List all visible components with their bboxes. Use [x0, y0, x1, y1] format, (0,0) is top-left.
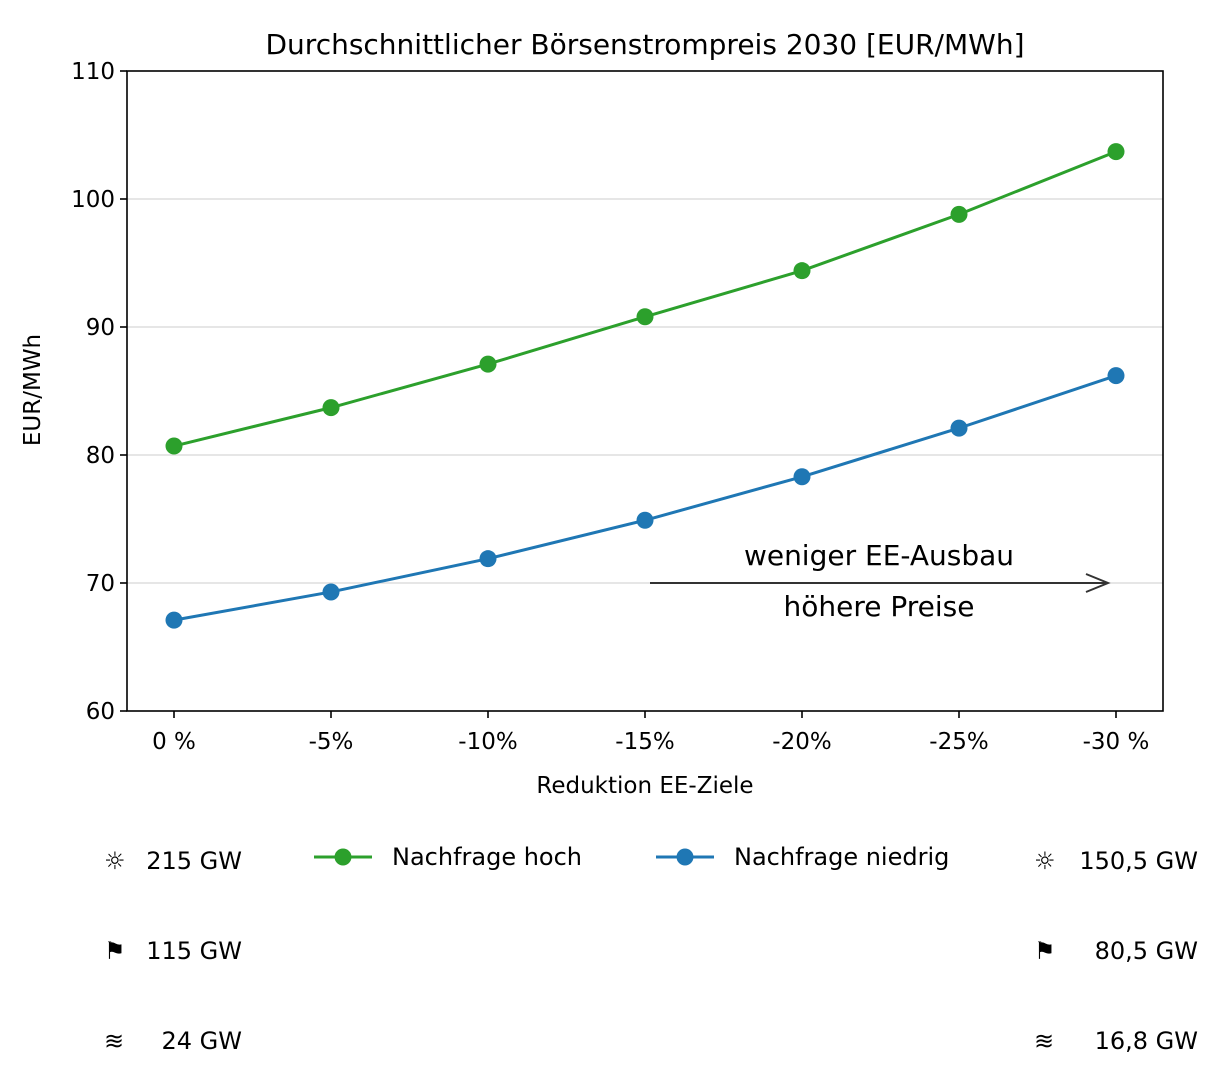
data-point — [165, 437, 183, 455]
annotation: weniger EE-Ausbau höhere Preise — [650, 539, 1111, 623]
data-point — [950, 419, 968, 437]
waves-icon: ≋ — [1034, 1027, 1055, 1055]
data-point — [793, 262, 811, 280]
legend: Nachfrage hoch Nachfrage niedrig — [314, 843, 949, 871]
left-info-row-solar: ☼ 215 GW — [104, 846, 242, 876]
x-axis-ticks: 0 % -5% -10% -15% -20% -25% -30 % — [152, 711, 1149, 755]
data-point — [636, 308, 654, 326]
chart-title: Durchschnittlicher Börsenstrompreis 2030… — [265, 28, 1024, 61]
y-tick-label: 100 — [71, 187, 115, 213]
y-axis-ticks: 60 70 80 90 100 110 — [71, 59, 127, 725]
data-point — [950, 205, 968, 223]
y-tick-label: 110 — [71, 59, 115, 85]
y-tick-label: 60 — [86, 699, 115, 725]
data-point — [165, 611, 183, 629]
left-info-value: 115 GW — [146, 937, 242, 965]
legend-label: Nachfrage niedrig — [734, 843, 949, 871]
legend-item: Nachfrage niedrig — [656, 843, 949, 871]
right-info-row-wind-onshore: ⚑ 80,5 GW — [1034, 936, 1198, 966]
annotation-text-below: höhere Preise — [784, 590, 975, 623]
y-axis-label: EUR/MWh — [20, 334, 46, 446]
right-info-row-wind-offshore: ≋ 16,8 GW — [1034, 1026, 1198, 1056]
series-line — [173, 150, 1117, 448]
x-tick-label: -25% — [929, 729, 988, 755]
x-tick-label: -10% — [458, 729, 517, 755]
y-tick-label: 70 — [86, 571, 115, 597]
series-nachfrage-hoch — [165, 143, 1125, 455]
legend-label: Nachfrage hoch — [392, 843, 582, 871]
x-axis-label: Reduktion EE-Ziele — [536, 773, 753, 799]
data-point — [479, 550, 497, 568]
right-info-value: 80,5 GW — [1094, 937, 1198, 965]
sun-icon: ☼ — [1034, 847, 1056, 875]
x-tick-label: -5% — [309, 729, 354, 755]
plot-frame — [126, 70, 1164, 712]
series-layer — [165, 143, 1125, 629]
legend-marker — [334, 848, 352, 866]
right-info-value: 150,5 GW — [1079, 847, 1198, 875]
data-point — [322, 399, 340, 417]
x-tick-label: -30 % — [1083, 729, 1150, 755]
right-info-value: 16,8 GW — [1094, 1027, 1198, 1055]
waves-icon: ≋ — [104, 1027, 125, 1055]
flag-icon: ⚑ — [1034, 937, 1056, 965]
chart: weniger EE-Ausbau höhere Preise 0 % -5% -1… — [20, 28, 1164, 871]
data-point — [1107, 143, 1125, 161]
left-capacity-info: ☼ 215 GW ⚑ 115 GW ≋ 24 GW — [104, 786, 242, 1086]
y-tick-label: 90 — [86, 315, 115, 341]
left-info-row-wind-onshore: ⚑ 115 GW — [104, 936, 242, 966]
legend-item: Nachfrage hoch — [314, 843, 582, 871]
left-info-row-wind-offshore: ≋ 24 GW — [104, 1026, 242, 1056]
data-point — [322, 583, 340, 601]
y-tick-label: 80 — [86, 443, 115, 469]
x-tick-label: 0 % — [152, 729, 196, 755]
data-point — [479, 355, 497, 373]
x-tick-label: -20% — [772, 729, 831, 755]
right-capacity-info: ☼ 150,5 GW ⚑ 80,5 GW ≋ 16,8 GW — [1034, 786, 1198, 1086]
series-nachfrage-niedrig — [165, 367, 1125, 629]
right-info-row-solar: ☼ 150,5 GW — [1034, 846, 1198, 876]
legend-marker — [676, 848, 694, 866]
x-tick-label: -15% — [615, 729, 674, 755]
arrow-head — [1085, 573, 1111, 593]
annotation-text-above: weniger EE-Ausbau — [744, 539, 1014, 572]
sun-icon: ☼ — [104, 847, 126, 875]
left-info-value: 215 GW — [146, 847, 242, 875]
left-info-value: 24 GW — [161, 1027, 243, 1055]
data-point — [793, 468, 811, 486]
data-point — [636, 511, 654, 529]
flag-icon: ⚑ — [104, 937, 126, 965]
data-point — [1107, 367, 1125, 385]
